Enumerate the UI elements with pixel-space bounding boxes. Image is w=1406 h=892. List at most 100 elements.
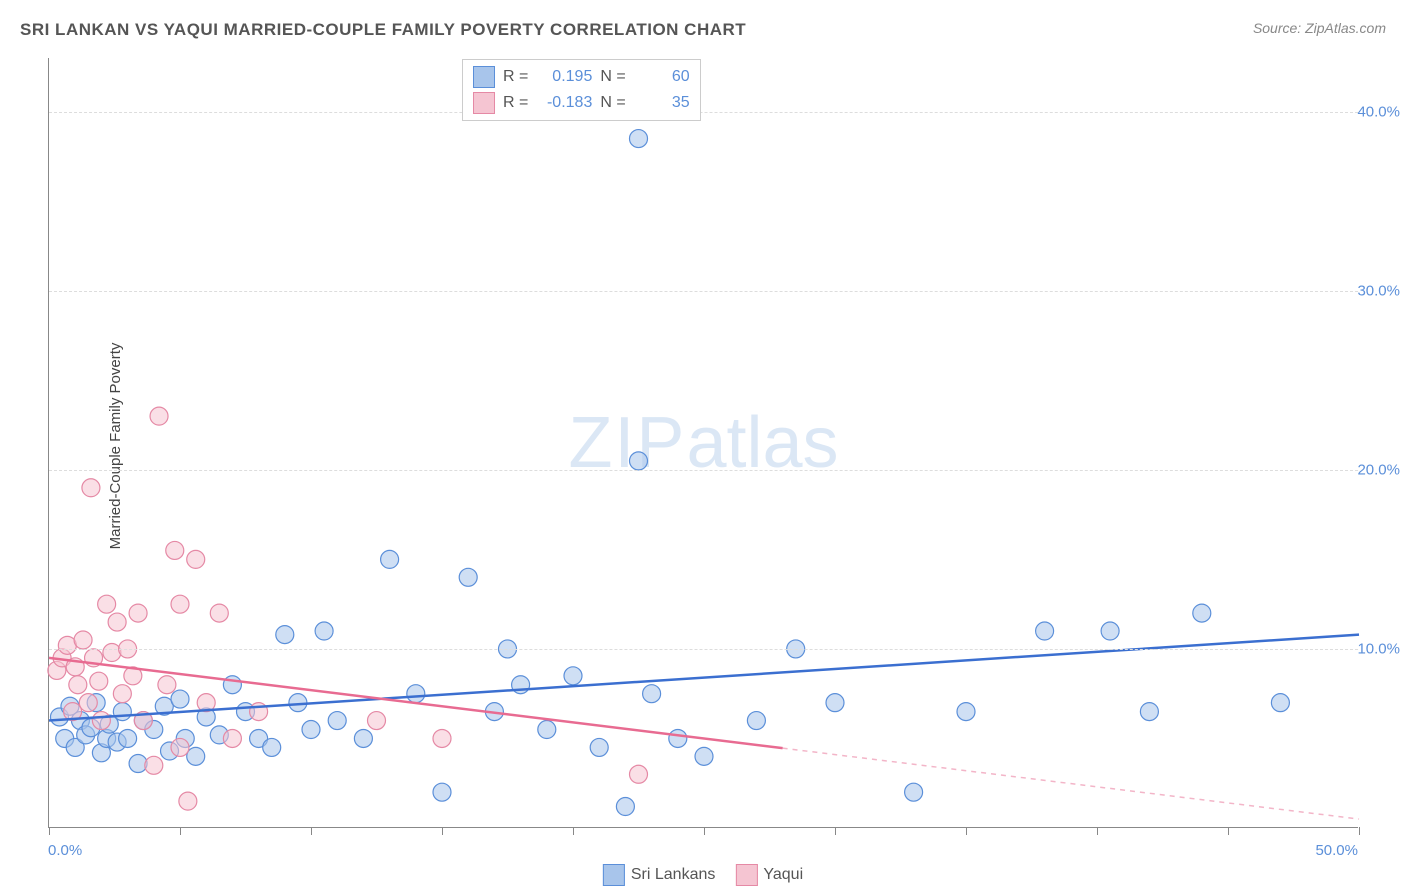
data-point-yaqui — [98, 595, 116, 613]
r-label: R = — [503, 94, 528, 112]
legend-label: Yaqui — [763, 866, 803, 884]
data-point-sri-lankans — [538, 721, 556, 739]
data-point-yaqui — [74, 631, 92, 649]
n-value: 60 — [634, 68, 690, 86]
data-point-sri-lankans — [643, 685, 661, 703]
tick-x — [1097, 827, 1098, 835]
gridline-h — [49, 112, 1358, 113]
stats-box: R = 0.195 N = 60 R = -0.183 N = 35 — [462, 59, 701, 121]
tick-x — [442, 827, 443, 835]
stats-row-yaqui: R = -0.183 N = 35 — [473, 90, 690, 116]
source-label: Source: ZipAtlas.com — [1253, 20, 1386, 36]
chart-title: SRI LANKAN VS YAQUI MARRIED-COUPLE FAMIL… — [20, 20, 746, 40]
data-point-yaqui — [113, 685, 131, 703]
data-point-sri-lankans — [630, 452, 648, 470]
data-point-sri-lankans — [590, 738, 608, 756]
data-point-sri-lankans — [113, 703, 131, 721]
swatch-icon — [735, 864, 757, 886]
y-tick-label: 10.0% — [1357, 640, 1400, 657]
data-point-sri-lankans — [905, 783, 923, 801]
tick-x — [835, 827, 836, 835]
data-point-sri-lankans — [1193, 604, 1211, 622]
data-point-sri-lankans — [381, 550, 399, 568]
legend-label: Sri Lankans — [631, 866, 716, 884]
data-point-yaqui — [69, 676, 87, 694]
data-point-yaqui — [433, 729, 451, 747]
data-point-sri-lankans — [630, 130, 648, 148]
tick-x — [1228, 827, 1229, 835]
x-tick-label: 0.0% — [48, 842, 82, 859]
data-point-sri-lankans — [1140, 703, 1158, 721]
chart-svg — [49, 58, 1358, 827]
gridline-h — [49, 291, 1358, 292]
stats-row-sri-lankans: R = 0.195 N = 60 — [473, 64, 690, 90]
data-point-sri-lankans — [171, 690, 189, 708]
plot-area: ZIPatlas — [48, 58, 1358, 828]
data-point-yaqui — [108, 613, 126, 631]
data-point-sri-lankans — [695, 747, 713, 765]
data-point-sri-lankans — [1101, 622, 1119, 640]
data-point-sri-lankans — [263, 738, 281, 756]
tick-x — [704, 827, 705, 835]
data-point-yaqui — [179, 792, 197, 810]
tick-x — [180, 827, 181, 835]
data-point-yaqui — [103, 644, 121, 662]
data-point-yaqui — [630, 765, 648, 783]
data-point-yaqui — [171, 595, 189, 613]
n-label: N = — [600, 68, 625, 86]
r-value: 0.195 — [536, 68, 592, 86]
gridline-h — [49, 470, 1358, 471]
data-point-yaqui — [145, 756, 163, 774]
data-point-yaqui — [368, 712, 386, 730]
data-point-sri-lankans — [315, 622, 333, 640]
y-tick-label: 40.0% — [1357, 103, 1400, 120]
data-point-sri-lankans — [669, 729, 687, 747]
r-label: R = — [503, 68, 528, 86]
data-point-sri-lankans — [119, 729, 137, 747]
data-point-yaqui — [166, 541, 184, 559]
tick-x — [49, 827, 50, 835]
swatch-icon — [603, 864, 625, 886]
data-point-sri-lankans — [276, 626, 294, 644]
n-value: 35 — [634, 94, 690, 112]
data-point-yaqui — [158, 676, 176, 694]
y-tick-label: 30.0% — [1357, 282, 1400, 299]
legend-item-yaqui: Yaqui — [735, 864, 803, 886]
data-point-sri-lankans — [957, 703, 975, 721]
data-point-sri-lankans — [459, 568, 477, 586]
tick-x — [966, 827, 967, 835]
y-tick-label: 20.0% — [1357, 461, 1400, 478]
swatch-icon — [473, 66, 495, 88]
x-tick-label: 50.0% — [1315, 842, 1358, 859]
data-point-sri-lankans — [747, 712, 765, 730]
data-point-yaqui — [150, 407, 168, 425]
tick-x — [573, 827, 574, 835]
data-point-sri-lankans — [187, 747, 205, 765]
gridline-h — [49, 649, 1358, 650]
data-point-yaqui — [129, 604, 147, 622]
data-point-yaqui — [82, 479, 100, 497]
data-point-sri-lankans — [433, 783, 451, 801]
tick-x — [311, 827, 312, 835]
data-point-sri-lankans — [826, 694, 844, 712]
data-point-yaqui — [187, 550, 205, 568]
legend-item-sri-lankans: Sri Lankans — [603, 864, 716, 886]
data-point-yaqui — [210, 604, 228, 622]
data-point-yaqui — [223, 729, 241, 747]
data-point-sri-lankans — [564, 667, 582, 685]
data-point-sri-lankans — [616, 798, 634, 816]
data-point-sri-lankans — [302, 721, 320, 739]
data-point-sri-lankans — [1036, 622, 1054, 640]
data-point-sri-lankans — [328, 712, 346, 730]
data-point-yaqui — [92, 712, 110, 730]
data-point-sri-lankans — [1271, 694, 1289, 712]
data-point-sri-lankans — [407, 685, 425, 703]
data-point-yaqui — [171, 738, 189, 756]
data-point-sri-lankans — [354, 729, 372, 747]
r-value: -0.183 — [536, 94, 592, 112]
trend-line-sri-lankans — [49, 635, 1359, 721]
bottom-legend: Sri Lankans Yaqui — [603, 864, 803, 886]
data-point-yaqui — [90, 672, 108, 690]
n-label: N = — [600, 94, 625, 112]
data-point-yaqui — [79, 694, 97, 712]
